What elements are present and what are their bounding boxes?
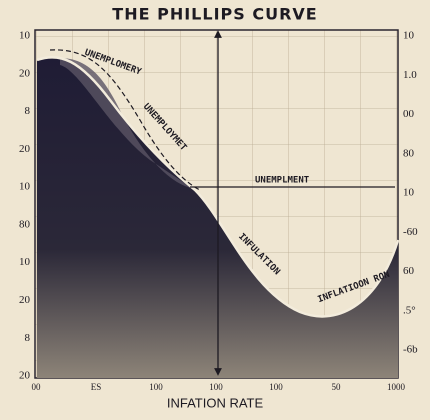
right-tick-label: 1.0 [403, 69, 417, 81]
left-tick-label: 80 [19, 218, 31, 230]
bottom-tick-label: 100 [149, 382, 163, 392]
right-tick-label: .5° [403, 304, 416, 316]
dashed-curve [49, 49, 201, 191]
bottom-tick-label: ES [91, 382, 102, 392]
x-axis-label: INFATION RATE [167, 395, 264, 410]
annotation: UNEMPLMENT [255, 176, 310, 186]
left-tick-label: 10 [19, 256, 31, 268]
right-tick-label: -6b [403, 344, 418, 356]
bottom-tick-label: 100 [209, 382, 223, 392]
bottom-tick-label: 100 [269, 382, 283, 392]
left-tick-label: 8 [25, 332, 31, 344]
bottom-tick-label: 00 [32, 382, 42, 392]
left-tick-label: 8 [25, 105, 31, 117]
right-tick-label: 10 [403, 187, 415, 199]
right-tick-label: 10 [403, 30, 415, 42]
title: THE PHILLIPS CURVE [112, 5, 317, 24]
left-tick-label: 10 [19, 181, 31, 193]
right-tick-label: -60 [403, 226, 418, 238]
left-tick-label: 20 [19, 294, 31, 306]
right-tick-label: 00 [403, 108, 415, 120]
left-tick-label: 10 [19, 30, 31, 42]
right-tick-label: 80 [403, 147, 415, 159]
curve [36, 55, 400, 318]
left-tick-label: 20 [19, 67, 31, 79]
left-tick-label: 20 [19, 370, 31, 382]
bottom-tick-label: 1000 [387, 382, 406, 392]
shaded-band [60, 58, 192, 188]
right-tick-label: 60 [403, 265, 415, 277]
bottom-tick-label: 50 [332, 382, 342, 392]
left-tick-label: 20 [19, 143, 31, 155]
